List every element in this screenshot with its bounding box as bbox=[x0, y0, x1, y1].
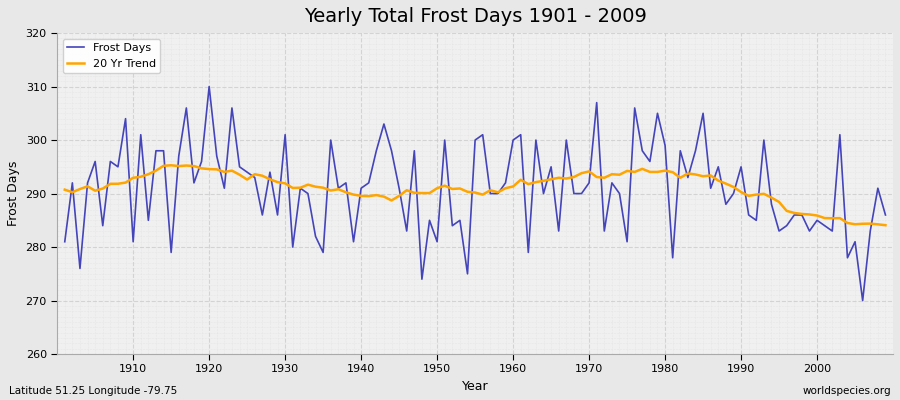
Frost Days bbox=[508, 138, 518, 142]
Frost Days bbox=[858, 298, 868, 303]
Y-axis label: Frost Days: Frost Days bbox=[7, 161, 20, 226]
Frost Days bbox=[516, 132, 526, 137]
20 Yr Trend bbox=[516, 178, 526, 182]
Line: 20 Yr Trend: 20 Yr Trend bbox=[65, 165, 886, 225]
20 Yr Trend bbox=[59, 187, 70, 192]
20 Yr Trend bbox=[121, 180, 131, 185]
Frost Days bbox=[203, 84, 214, 89]
20 Yr Trend bbox=[295, 185, 306, 190]
20 Yr Trend bbox=[607, 172, 617, 177]
Title: Yearly Total Frost Days 1901 - 2009: Yearly Total Frost Days 1901 - 2009 bbox=[303, 7, 646, 26]
Frost Days bbox=[121, 116, 131, 121]
Frost Days bbox=[59, 239, 70, 244]
Line: Frost Days: Frost Days bbox=[65, 86, 886, 300]
Frost Days bbox=[607, 180, 617, 185]
20 Yr Trend bbox=[166, 163, 176, 168]
Frost Days bbox=[340, 180, 351, 185]
20 Yr Trend bbox=[880, 223, 891, 228]
20 Yr Trend bbox=[340, 190, 351, 195]
X-axis label: Year: Year bbox=[462, 380, 489, 393]
20 Yr Trend bbox=[508, 184, 518, 189]
Frost Days bbox=[295, 186, 306, 191]
Text: worldspecies.org: worldspecies.org bbox=[803, 386, 891, 396]
Text: Latitude 51.25 Longitude -79.75: Latitude 51.25 Longitude -79.75 bbox=[9, 386, 177, 396]
Frost Days bbox=[880, 212, 891, 217]
Legend: Frost Days, 20 Yr Trend: Frost Days, 20 Yr Trend bbox=[63, 39, 160, 73]
